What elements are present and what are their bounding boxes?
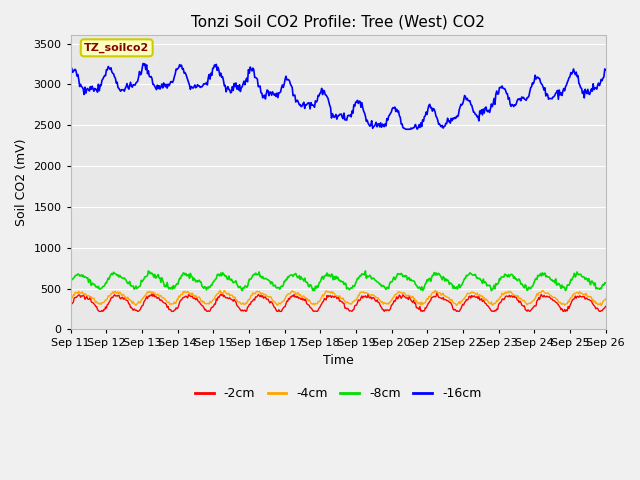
-16cm bbox=[472, 111, 479, 117]
-8cm bbox=[67, 279, 74, 285]
-16cm bbox=[426, 101, 433, 107]
-2cm bbox=[433, 290, 441, 296]
-4cm bbox=[67, 296, 74, 301]
-4cm bbox=[310, 300, 317, 306]
-16cm bbox=[383, 116, 390, 121]
-8cm bbox=[425, 276, 433, 282]
-2cm bbox=[163, 301, 170, 307]
-4cm bbox=[470, 290, 478, 296]
-2cm bbox=[602, 303, 609, 309]
-2cm bbox=[95, 309, 103, 314]
-16cm bbox=[310, 103, 317, 109]
-16cm bbox=[140, 60, 147, 66]
Legend: -2cm, -4cm, -8cm, -16cm: -2cm, -4cm, -8cm, -16cm bbox=[190, 383, 486, 406]
-4cm bbox=[216, 288, 224, 293]
-4cm bbox=[204, 300, 212, 306]
Line: -8cm: -8cm bbox=[70, 271, 605, 291]
-8cm bbox=[383, 285, 390, 290]
-4cm bbox=[602, 296, 609, 302]
-2cm bbox=[67, 303, 74, 309]
X-axis label: Time: Time bbox=[323, 354, 353, 367]
-16cm bbox=[163, 82, 170, 87]
-16cm bbox=[205, 72, 213, 77]
Y-axis label: Soil CO2 (mV): Soil CO2 (mV) bbox=[15, 139, 28, 226]
-2cm bbox=[425, 300, 433, 306]
-16cm bbox=[602, 67, 609, 72]
-8cm bbox=[163, 284, 170, 289]
Text: TZ_soilco2: TZ_soilco2 bbox=[84, 43, 149, 53]
Line: -2cm: -2cm bbox=[70, 293, 605, 312]
-2cm bbox=[472, 294, 479, 300]
-8cm bbox=[602, 280, 609, 286]
-4cm bbox=[597, 303, 605, 309]
Title: Tonzi Soil CO2 Profile: Tree (West) CO2: Tonzi Soil CO2 Profile: Tree (West) CO2 bbox=[191, 15, 485, 30]
-2cm bbox=[310, 309, 317, 314]
-2cm bbox=[383, 307, 390, 313]
-8cm bbox=[488, 288, 495, 294]
-16cm bbox=[402, 126, 410, 132]
-8cm bbox=[205, 284, 213, 289]
-4cm bbox=[383, 301, 390, 307]
-16cm bbox=[67, 67, 74, 73]
-4cm bbox=[161, 297, 169, 303]
Line: -4cm: -4cm bbox=[70, 290, 605, 306]
-2cm bbox=[205, 309, 213, 314]
-8cm bbox=[470, 272, 478, 278]
-4cm bbox=[425, 293, 433, 299]
-8cm bbox=[310, 286, 317, 291]
Line: -16cm: -16cm bbox=[70, 63, 605, 129]
-8cm bbox=[145, 268, 152, 274]
